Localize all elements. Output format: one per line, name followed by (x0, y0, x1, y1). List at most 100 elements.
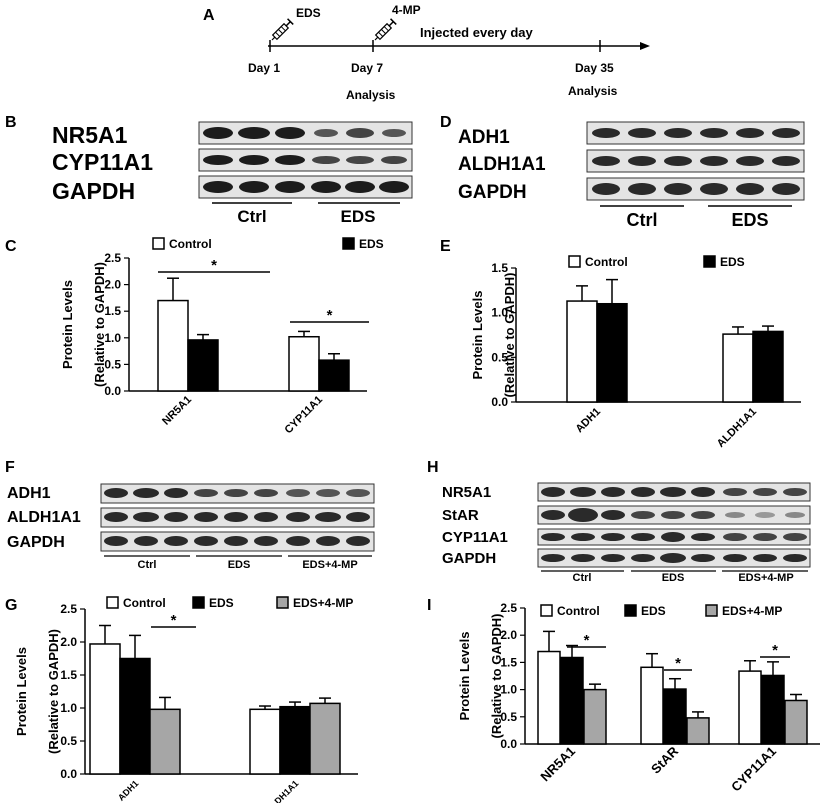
y-tick-label: 2.5 (60, 602, 77, 616)
legend-label: Control (169, 237, 212, 251)
syringe-icon (271, 18, 294, 41)
y-tick-label: 2.0 (500, 628, 517, 642)
bar-eds (761, 674, 785, 745)
blot-f-strips (100, 483, 375, 552)
blot-f-label: ADH1 (7, 485, 51, 502)
y-tick-label: 0.5 (104, 357, 121, 371)
blot-h-strips (537, 482, 811, 568)
x-tick-label: ADH1 (573, 406, 603, 436)
blot-d-label: ALDH1A1 (458, 154, 546, 175)
blot-h-label: GAPDH (442, 550, 496, 567)
blot-f-label: ALDH1A1 (7, 509, 81, 526)
x-tick-label: CYP11A1 (282, 394, 325, 437)
y-tick-label: 2.0 (104, 278, 121, 292)
blot-b-label: GAPDH (52, 178, 135, 204)
y-axis-label: Protein Levels (470, 291, 485, 380)
significance-star: * (171, 612, 177, 629)
blot-h-group: EDS+4-MP (738, 572, 793, 584)
legend-label: EDS (641, 604, 666, 618)
y-tick-label: 0.5 (491, 350, 508, 364)
timeline-panel: A EDS 4-MP Injected every day Day (203, 3, 650, 102)
bar-control (640, 666, 664, 745)
y-tick-label: 1.0 (491, 306, 508, 320)
legend-swatch (540, 604, 553, 617)
y-tick-label: 0.0 (500, 737, 517, 751)
y-tick-label: 2.5 (500, 601, 517, 615)
blot-d-strips (586, 121, 805, 201)
bar-control (722, 333, 754, 403)
bar-eds (318, 359, 350, 392)
blot-f-group: Ctrl (138, 559, 157, 571)
timeline-day7: Day 7 (351, 61, 383, 75)
blot-panel-d: D ADH1 ALDH1A1 GAPDH Ctrl EDS (440, 114, 805, 230)
significance-star: * (772, 642, 778, 659)
legend-label: EDS+4-MP (722, 604, 782, 618)
bar-eds (119, 657, 151, 775)
bar-control (89, 643, 121, 775)
legend-label: EDS (209, 596, 234, 610)
bar-eds-4-mp (309, 702, 341, 775)
y-axis-label: (Relative to GAPDH) (489, 614, 504, 739)
y-axis-label: Protein Levels (14, 647, 29, 736)
y-tick-label: 2.0 (60, 635, 77, 649)
panel-letter-e: E (440, 238, 451, 255)
significance-star: * (584, 632, 590, 649)
legend-swatch (568, 255, 581, 268)
bar-eds-4-mp (784, 699, 808, 745)
y-tick-label: 2.5 (104, 251, 121, 265)
y-tick-label: 1.5 (491, 261, 508, 275)
panel-letter-f: F (5, 459, 15, 476)
bar-eds (752, 330, 784, 403)
timeline-analysis-2: Analysis (568, 84, 618, 98)
blot-b-group: Ctrl (237, 207, 266, 226)
legend-label: EDS+4-MP (293, 596, 353, 610)
blot-f-label: GAPDH (7, 534, 65, 551)
legend-swatch (705, 604, 718, 617)
blot-b-label: CYP11A1 (52, 149, 153, 175)
y-tick-label: 0.0 (104, 384, 121, 398)
blot-panel-b: B NR5A1 CYP11A1 GAPDH Ctrl EDS (5, 114, 413, 226)
x-tick-label: NR5A1 (537, 744, 578, 785)
panel-letter-h: H (427, 459, 439, 476)
x-tick-label: CYP11A1 (728, 744, 779, 795)
panel-letter-b: B (5, 114, 17, 131)
blot-b-group: EDS (341, 207, 376, 226)
blot-d-label: GAPDH (458, 182, 527, 203)
y-axis-label: (Relative to GAPDH) (92, 262, 107, 387)
bar-eds (596, 302, 628, 403)
blot-f-group: EDS (228, 559, 251, 571)
significance-star: * (211, 257, 217, 274)
blot-d-group: EDS (731, 210, 768, 230)
timeline-day1: Day 1 (248, 61, 280, 75)
bar-eds (663, 688, 687, 745)
legend-label: EDS (720, 255, 745, 269)
significance-star: * (327, 307, 333, 324)
bar-eds-4-mp (149, 708, 181, 775)
blot-h-label: StAR (442, 507, 479, 524)
blot-h-group: Ctrl (573, 572, 592, 584)
blot-h-label: NR5A1 (442, 484, 491, 501)
y-tick-label: 0.5 (500, 710, 517, 724)
x-tick-label: NR5A1 (160, 394, 194, 428)
y-axis-label: (Relative to GAPDH) (46, 629, 61, 754)
legend-swatch (703, 255, 716, 268)
bar-eds (279, 705, 311, 775)
blot-h-group: EDS (662, 572, 685, 584)
bar-eds (560, 656, 584, 745)
legend-label: Control (557, 604, 600, 618)
legend-swatch (276, 596, 289, 609)
panel-letter-g: G (5, 597, 17, 614)
timeline-treatment-eds: EDS (296, 6, 321, 20)
y-tick-label: 1.5 (60, 668, 77, 682)
bar-eds-4-mp (686, 717, 710, 745)
bar-control (566, 300, 598, 403)
legend-label: Control (585, 255, 628, 269)
panel-letter-c: C (5, 238, 17, 255)
bar-control (738, 670, 762, 745)
blot-d-label: ADH1 (458, 127, 510, 148)
x-tick-label: ALDH1A1 (264, 778, 300, 803)
y-tick-label: 0.5 (60, 734, 77, 748)
syringe-icon (374, 18, 397, 41)
significance-star: * (675, 655, 681, 672)
